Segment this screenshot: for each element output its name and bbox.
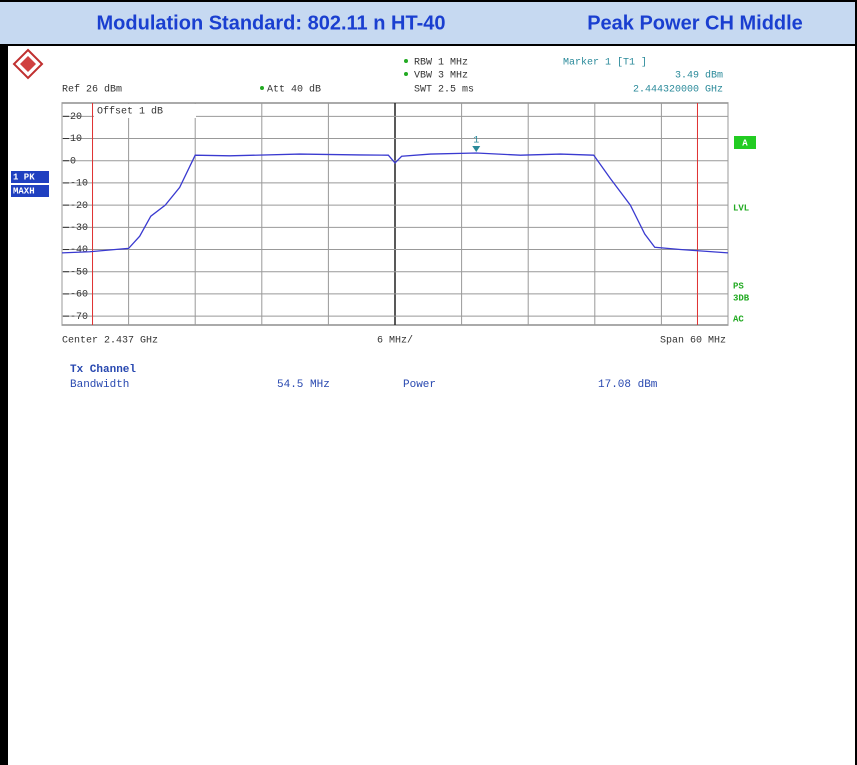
y-tick-label: -50 [70,267,88,278]
marker-title: Marker 1 [T1 ] [563,57,647,69]
ac-indicator: AC [733,314,744,324]
sweep-time: SWT 2.5 ms [414,85,474,96]
y-tick-label: 20 [70,112,82,123]
span: Span 60 MHz [660,336,726,347]
bandwidth-value: 54.5 MHz [277,379,330,391]
lvl-indicator: LVL [733,203,749,213]
power-label: Power [403,379,436,391]
y-tick-label: -40 [70,245,88,256]
center-frequency: Center 2.437 GHz [62,336,158,347]
y-tick-label: 10 [70,134,82,145]
detector-mode: MAXH [13,186,35,196]
y-tick-label: 0 [70,156,76,167]
detector-box [11,185,49,197]
trace-mode: 1 PK [13,172,35,182]
y-tick-label: -10 [70,179,88,190]
div-label: 6 MHz/ [377,335,413,347]
header-bar [0,0,857,45]
y-tick-label: -30 [70,223,88,234]
logo [12,48,44,80]
marker-frequency: 2.444320000 GHz [633,85,723,96]
rbw-indicator [404,59,408,63]
ps-indicator: PS [733,281,744,291]
y-tick-label: -60 [70,290,88,301]
marker-name: 1 [473,136,479,147]
plot: 20 10 0 -10 -20 -30 -40 -50 -60 -70 1 [61,103,729,325]
a-indicator: A [742,138,748,148]
header-left: Modulation Standard: 802.11 n HT-40 [97,12,446,34]
y-tick-label: -20 [70,201,88,212]
power-value: 17.08 dBm [598,379,658,391]
offset: Offset 1 dB [97,106,163,118]
a-box [734,136,756,149]
readout-title: Tx Channel [70,364,136,376]
y-tick-label: -70 [70,312,88,323]
rbw: RBW 1 MHz [414,58,468,69]
vbw: VBW 3 MHz [414,71,468,82]
3db-indicator: 3DB [733,293,750,303]
offset-box [94,104,196,118]
bandwidth-label: Bandwidth [70,379,129,391]
marker-level: 3.49 dBm [675,70,723,82]
trace [61,152,729,254]
vbw-indicator [404,72,408,76]
ref-level: Ref 26 dBm [62,84,122,96]
trace-box [11,171,49,183]
marker [472,145,481,152]
left-border [0,45,8,765]
header-right: Peak Power CH Middle [587,12,803,34]
att-indicator [260,86,264,90]
attenuation: Att 40 dB [267,84,321,96]
